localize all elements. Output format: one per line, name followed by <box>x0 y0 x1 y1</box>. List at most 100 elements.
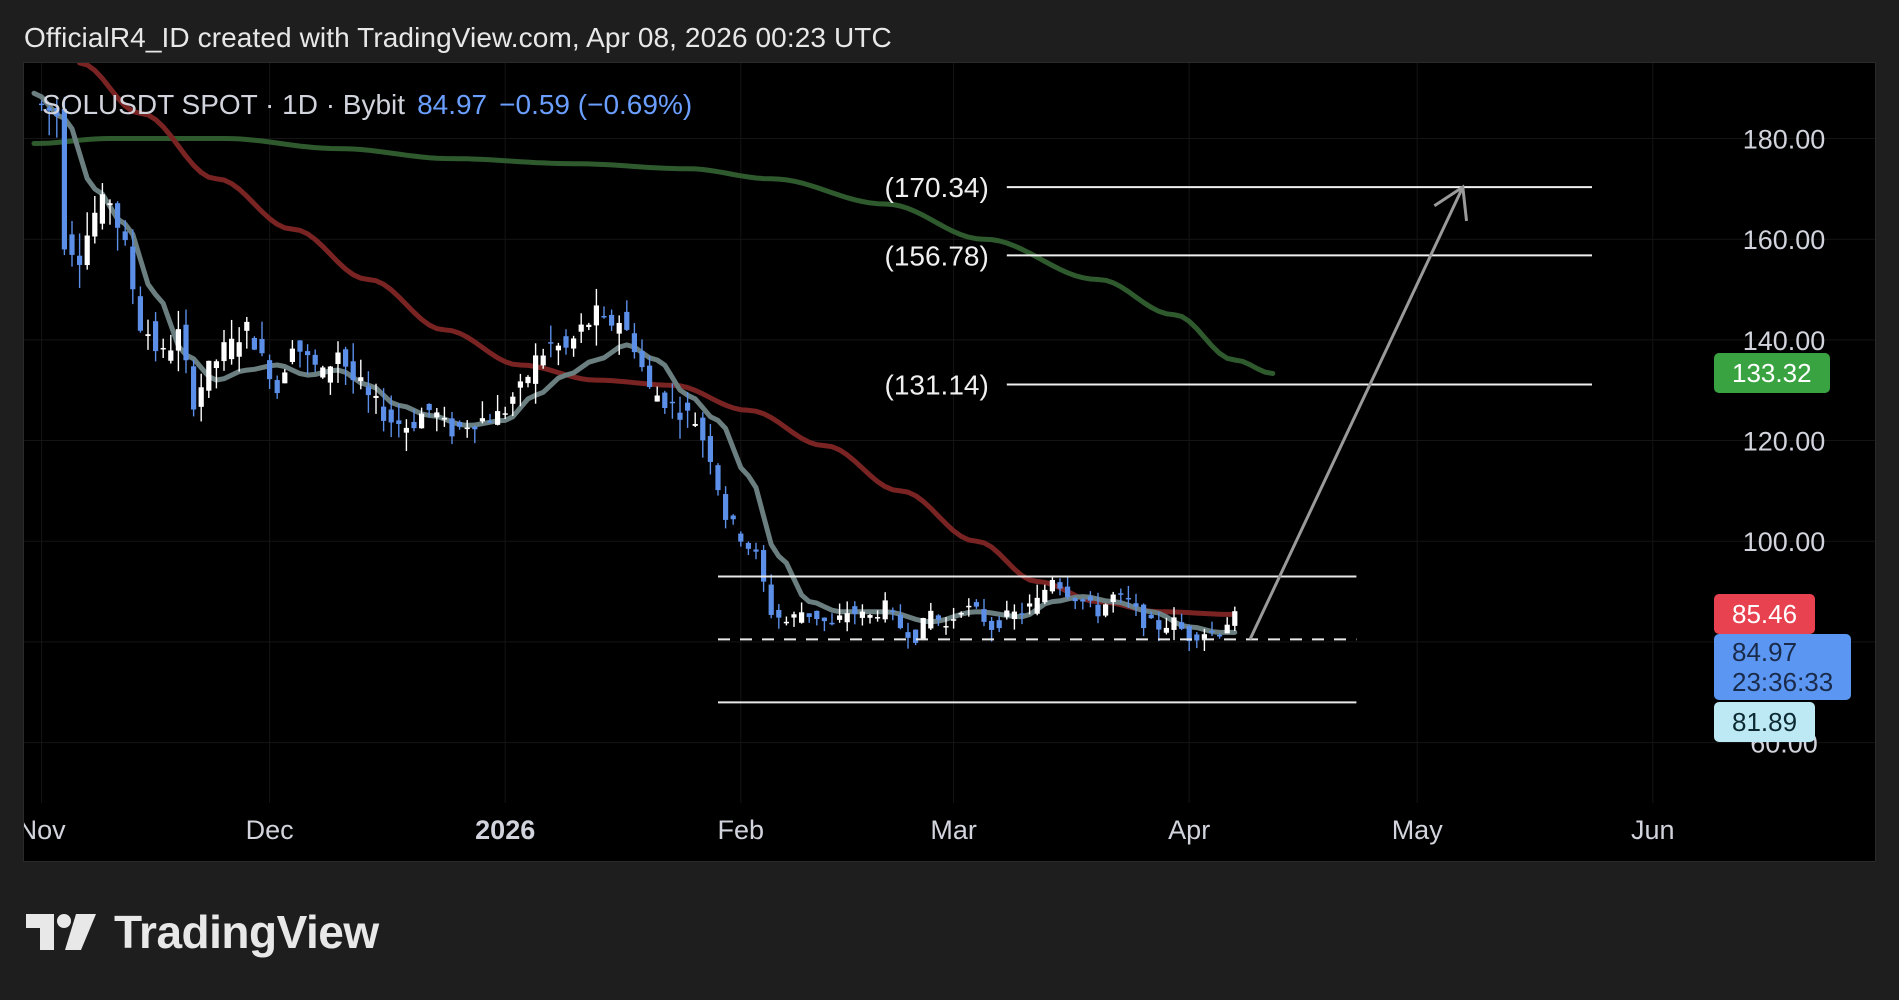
target-level-label: (170.34) <box>885 172 989 203</box>
y-tick-label: 180.00 <box>1743 125 1826 155</box>
candle-down <box>897 614 903 629</box>
candle-up <box>1110 594 1116 603</box>
candle-down <box>381 406 387 421</box>
candle-up <box>175 329 181 351</box>
candle-down <box>685 402 691 411</box>
candle-down <box>343 349 349 367</box>
brand-name: TradingView <box>114 906 379 958</box>
candle-down <box>631 333 637 353</box>
candle-up <box>1224 624 1230 634</box>
candle-down <box>669 401 675 404</box>
candle-down <box>1072 598 1078 602</box>
x-tick-label: Jun <box>1631 815 1675 845</box>
candle-down <box>761 550 767 582</box>
candle-up <box>525 376 531 384</box>
candle-up <box>229 338 235 360</box>
tradingview-logo-icon <box>26 914 96 950</box>
candle-down <box>1125 597 1131 600</box>
candle-up <box>555 345 561 351</box>
legend-symbol: SOLUSDT SPOT · 1D · Bybit <box>42 89 406 120</box>
candle-up <box>943 626 949 628</box>
candle-up <box>867 615 873 618</box>
candle-up <box>958 613 964 615</box>
candle-down <box>647 365 653 388</box>
candle-up <box>837 615 843 620</box>
candle-down <box>1057 582 1063 589</box>
candle-up <box>92 212 98 237</box>
price-chart[interactable]: (170.34)(156.78)(131.14) 60.00100.00120.… <box>24 63 1875 861</box>
candle-down <box>297 340 303 352</box>
candle-down <box>39 103 45 106</box>
candle-up <box>441 417 447 420</box>
candle-down <box>1065 586 1071 597</box>
candle-up <box>403 427 409 433</box>
candle-up <box>84 235 90 266</box>
candle-up <box>244 321 250 331</box>
candle-up <box>1004 610 1010 617</box>
candle-down <box>46 107 52 111</box>
candle-down <box>738 533 744 542</box>
candle-up <box>198 387 204 407</box>
candle-down <box>753 549 759 552</box>
candle-up <box>495 411 501 425</box>
candle-down <box>350 361 356 381</box>
candle-up <box>571 338 577 349</box>
candle-down <box>305 351 311 356</box>
candle-down <box>426 403 432 411</box>
candle-down <box>814 610 820 620</box>
candle-down <box>890 610 896 613</box>
candle-up <box>1034 597 1040 614</box>
x-tick-label: Mar <box>930 815 977 845</box>
candle-down <box>115 203 121 228</box>
candle-up <box>1011 611 1017 620</box>
candle-down <box>1118 593 1124 595</box>
candle-down <box>411 421 417 429</box>
candle-down <box>563 336 569 348</box>
ma-mid-line <box>77 63 1238 617</box>
candle-up <box>1171 617 1177 630</box>
candle-up <box>844 613 850 623</box>
candle-down <box>1141 604 1147 629</box>
candle-up <box>510 396 516 404</box>
target-level-label: (131.14) <box>885 369 989 400</box>
candle-up <box>783 621 789 624</box>
candle-up <box>799 612 805 623</box>
candle-up <box>692 423 698 426</box>
candle-down <box>806 613 812 618</box>
candle-down <box>935 615 941 620</box>
candle-down <box>251 337 257 350</box>
candle-down <box>388 409 394 423</box>
candle-up <box>464 427 470 430</box>
drawings: (170.34) (156.78) (131.14) <box>718 172 1592 704</box>
candle-up <box>434 412 440 418</box>
candle-down <box>996 620 1002 629</box>
candle-down <box>981 609 987 622</box>
candle-up <box>221 342 227 362</box>
ma-mid-price-tag: 85.46 <box>1714 594 1816 635</box>
candle-up <box>578 324 584 332</box>
candle-down <box>183 324 189 361</box>
candle-up <box>1163 627 1169 633</box>
candle-up <box>517 381 523 388</box>
candle-up <box>1232 611 1238 626</box>
candle-down <box>1148 614 1154 619</box>
candle-up <box>1027 603 1033 607</box>
candle-up <box>533 355 539 384</box>
candle-down <box>776 609 782 618</box>
candle-up <box>791 614 797 618</box>
ma-fast-price-tag: 81.89 <box>1714 702 1816 743</box>
candle-up <box>951 619 957 621</box>
candle-down <box>396 420 402 424</box>
x-tick-label: Nov <box>24 815 66 845</box>
candle-down <box>1194 634 1200 641</box>
candle-down <box>267 360 273 380</box>
candle-up <box>236 342 242 357</box>
candle-down <box>1080 599 1086 602</box>
candle-up <box>145 334 151 337</box>
candle-up <box>616 322 622 334</box>
chart-panel[interactable]: (170.34) (156.78) (131.14) 60.00 100.00 120.… <box>23 62 1876 862</box>
candle-down <box>259 338 265 354</box>
candle-up <box>206 360 212 391</box>
candle-up <box>99 194 105 224</box>
candle-down <box>1179 622 1185 629</box>
